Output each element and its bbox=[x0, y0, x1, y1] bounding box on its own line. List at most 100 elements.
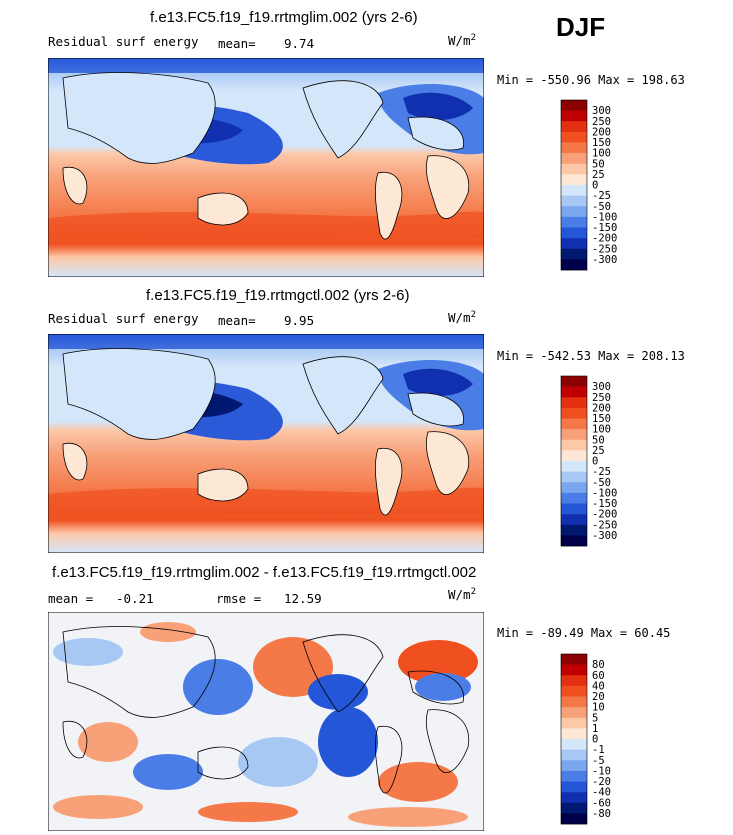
colorbar-frame bbox=[560, 375, 588, 547]
colorbar-label: -50 bbox=[592, 201, 611, 213]
panel2-mean-value: 9.95 bbox=[284, 313, 315, 328]
panel1-mean-value: 9.74 bbox=[284, 36, 315, 51]
colorbar-box bbox=[561, 259, 587, 271]
colorbar-label: 0 bbox=[592, 734, 598, 746]
panel3-blob-k bbox=[318, 707, 378, 777]
colorbar-box bbox=[561, 760, 587, 772]
panel3-blob-c bbox=[183, 659, 253, 715]
colorbar-label: -1 bbox=[592, 744, 605, 756]
panel3-units: W/m2 bbox=[448, 587, 476, 603]
colorbar-box bbox=[561, 654, 587, 665]
colorbar-box bbox=[561, 492, 587, 504]
panel3-minmax: Min = -89.49 Max = 60.45 bbox=[497, 626, 671, 640]
panel1-australia bbox=[197, 192, 249, 226]
panel1-south-america bbox=[374, 171, 403, 240]
colorbar-label: -40 bbox=[592, 787, 611, 799]
colorbar-label: -10 bbox=[592, 765, 611, 777]
colorbar-box bbox=[561, 110, 587, 122]
panel3-blob-n bbox=[198, 802, 298, 822]
colorbar-box bbox=[561, 238, 587, 250]
colorbar-box bbox=[561, 121, 587, 133]
colorbar-box bbox=[561, 503, 587, 515]
panel1-africa-west bbox=[62, 166, 88, 205]
panel1-mean-label: mean= bbox=[218, 36, 256, 51]
colorbar-label: 200 bbox=[592, 126, 611, 138]
colorbar-label: 300 bbox=[592, 105, 611, 117]
colorbar-box bbox=[561, 482, 587, 494]
colorbar-box bbox=[561, 707, 587, 719]
panel3-blob-o bbox=[348, 807, 468, 827]
panel2-southern-band bbox=[48, 487, 484, 516]
panel1-north-america bbox=[302, 80, 384, 159]
colorbar-label: 40 bbox=[592, 680, 605, 692]
panel2-units: W/m2 bbox=[448, 310, 476, 326]
colorbar-box bbox=[561, 429, 587, 441]
panel3-rmse-value: 12.59 bbox=[284, 591, 322, 606]
panel3-blob-f bbox=[398, 640, 478, 684]
colorbar-label: 1 bbox=[592, 723, 598, 735]
colorbar-box bbox=[561, 685, 587, 697]
colorbar-box bbox=[561, 535, 587, 547]
panel2-south-america bbox=[374, 447, 403, 516]
colorbar-box bbox=[561, 386, 587, 398]
panel3-blob-m bbox=[53, 795, 143, 819]
panel3-blob-a bbox=[53, 638, 123, 666]
panel2-variable: Residual surf energy bbox=[48, 311, 199, 326]
panel2-mean-label: mean= bbox=[218, 313, 256, 328]
colorbar-box bbox=[561, 195, 587, 207]
panel2-minmax: Min = -542.53 Max = 208.13 bbox=[497, 349, 685, 363]
colorbar-label: -150 bbox=[592, 222, 617, 234]
colorbar-box bbox=[561, 781, 587, 793]
colorbar-frame bbox=[560, 99, 588, 271]
panel1-southern-land bbox=[62, 155, 470, 240]
panel3-north-america bbox=[302, 634, 384, 713]
colorbar-box bbox=[561, 163, 587, 175]
panel1-natl-core bbox=[403, 92, 473, 120]
panel2-north-america bbox=[302, 356, 384, 435]
panel2-africa-west bbox=[62, 442, 88, 481]
panel1-title: f.e13.FC5.f19_f19.rrtmglim.002 (yrs 2-6) bbox=[150, 9, 418, 26]
colorbar-box bbox=[561, 407, 587, 419]
colorbar-label: 5 bbox=[592, 712, 598, 724]
colorbar-label: 50 bbox=[592, 158, 605, 170]
panel2-asia-west bbox=[62, 348, 216, 440]
panel2-southern-land bbox=[62, 431, 470, 516]
colorbar-label: -80 bbox=[592, 808, 611, 820]
colorbar-label: 0 bbox=[592, 180, 598, 192]
colorbar-box bbox=[561, 749, 587, 761]
panel1-continents bbox=[62, 72, 465, 164]
colorbar-label: -250 bbox=[592, 243, 617, 255]
panel2-continents bbox=[62, 348, 465, 440]
panel1-map bbox=[48, 58, 484, 277]
panel1-europe bbox=[407, 116, 465, 151]
panel3-anomalies bbox=[53, 622, 478, 827]
panel1-arctic bbox=[48, 58, 484, 73]
colorbar-box bbox=[561, 696, 587, 708]
colorbar-label: 25 bbox=[592, 445, 605, 457]
colorbar-label: -100 bbox=[592, 211, 617, 223]
panel2-arctic bbox=[48, 334, 484, 349]
panel3-blob-b bbox=[140, 622, 196, 642]
panel3-australia bbox=[197, 746, 249, 780]
colorbar-label: 80 bbox=[592, 659, 605, 671]
panel1-units: W/m2 bbox=[448, 33, 476, 49]
colorbar-box bbox=[561, 675, 587, 687]
colorbar-label: -300 bbox=[592, 530, 617, 542]
colorbar-label: 60 bbox=[592, 670, 605, 682]
panel3-blob-l bbox=[378, 762, 458, 802]
colorbar-label: 100 bbox=[592, 148, 611, 160]
colorbar-box bbox=[561, 802, 587, 814]
colorbar-box bbox=[561, 514, 587, 526]
colorbar-label: -200 bbox=[592, 509, 617, 521]
panel3-coastlines bbox=[62, 626, 470, 794]
colorbar-label: 0 bbox=[592, 456, 598, 468]
panel2-colorbar: 30025020015010050250-25-50-100-150-200-2… bbox=[560, 375, 617, 547]
colorbar-box bbox=[561, 227, 587, 239]
colorbar-label: -250 bbox=[592, 519, 617, 531]
colorbar-label: -100 bbox=[592, 487, 617, 499]
panel3-south-america bbox=[374, 725, 403, 794]
colorbar-box bbox=[561, 450, 587, 462]
colorbar-box bbox=[561, 728, 587, 740]
colorbar-label: -60 bbox=[592, 797, 611, 809]
panel3-blob-e bbox=[308, 674, 368, 710]
